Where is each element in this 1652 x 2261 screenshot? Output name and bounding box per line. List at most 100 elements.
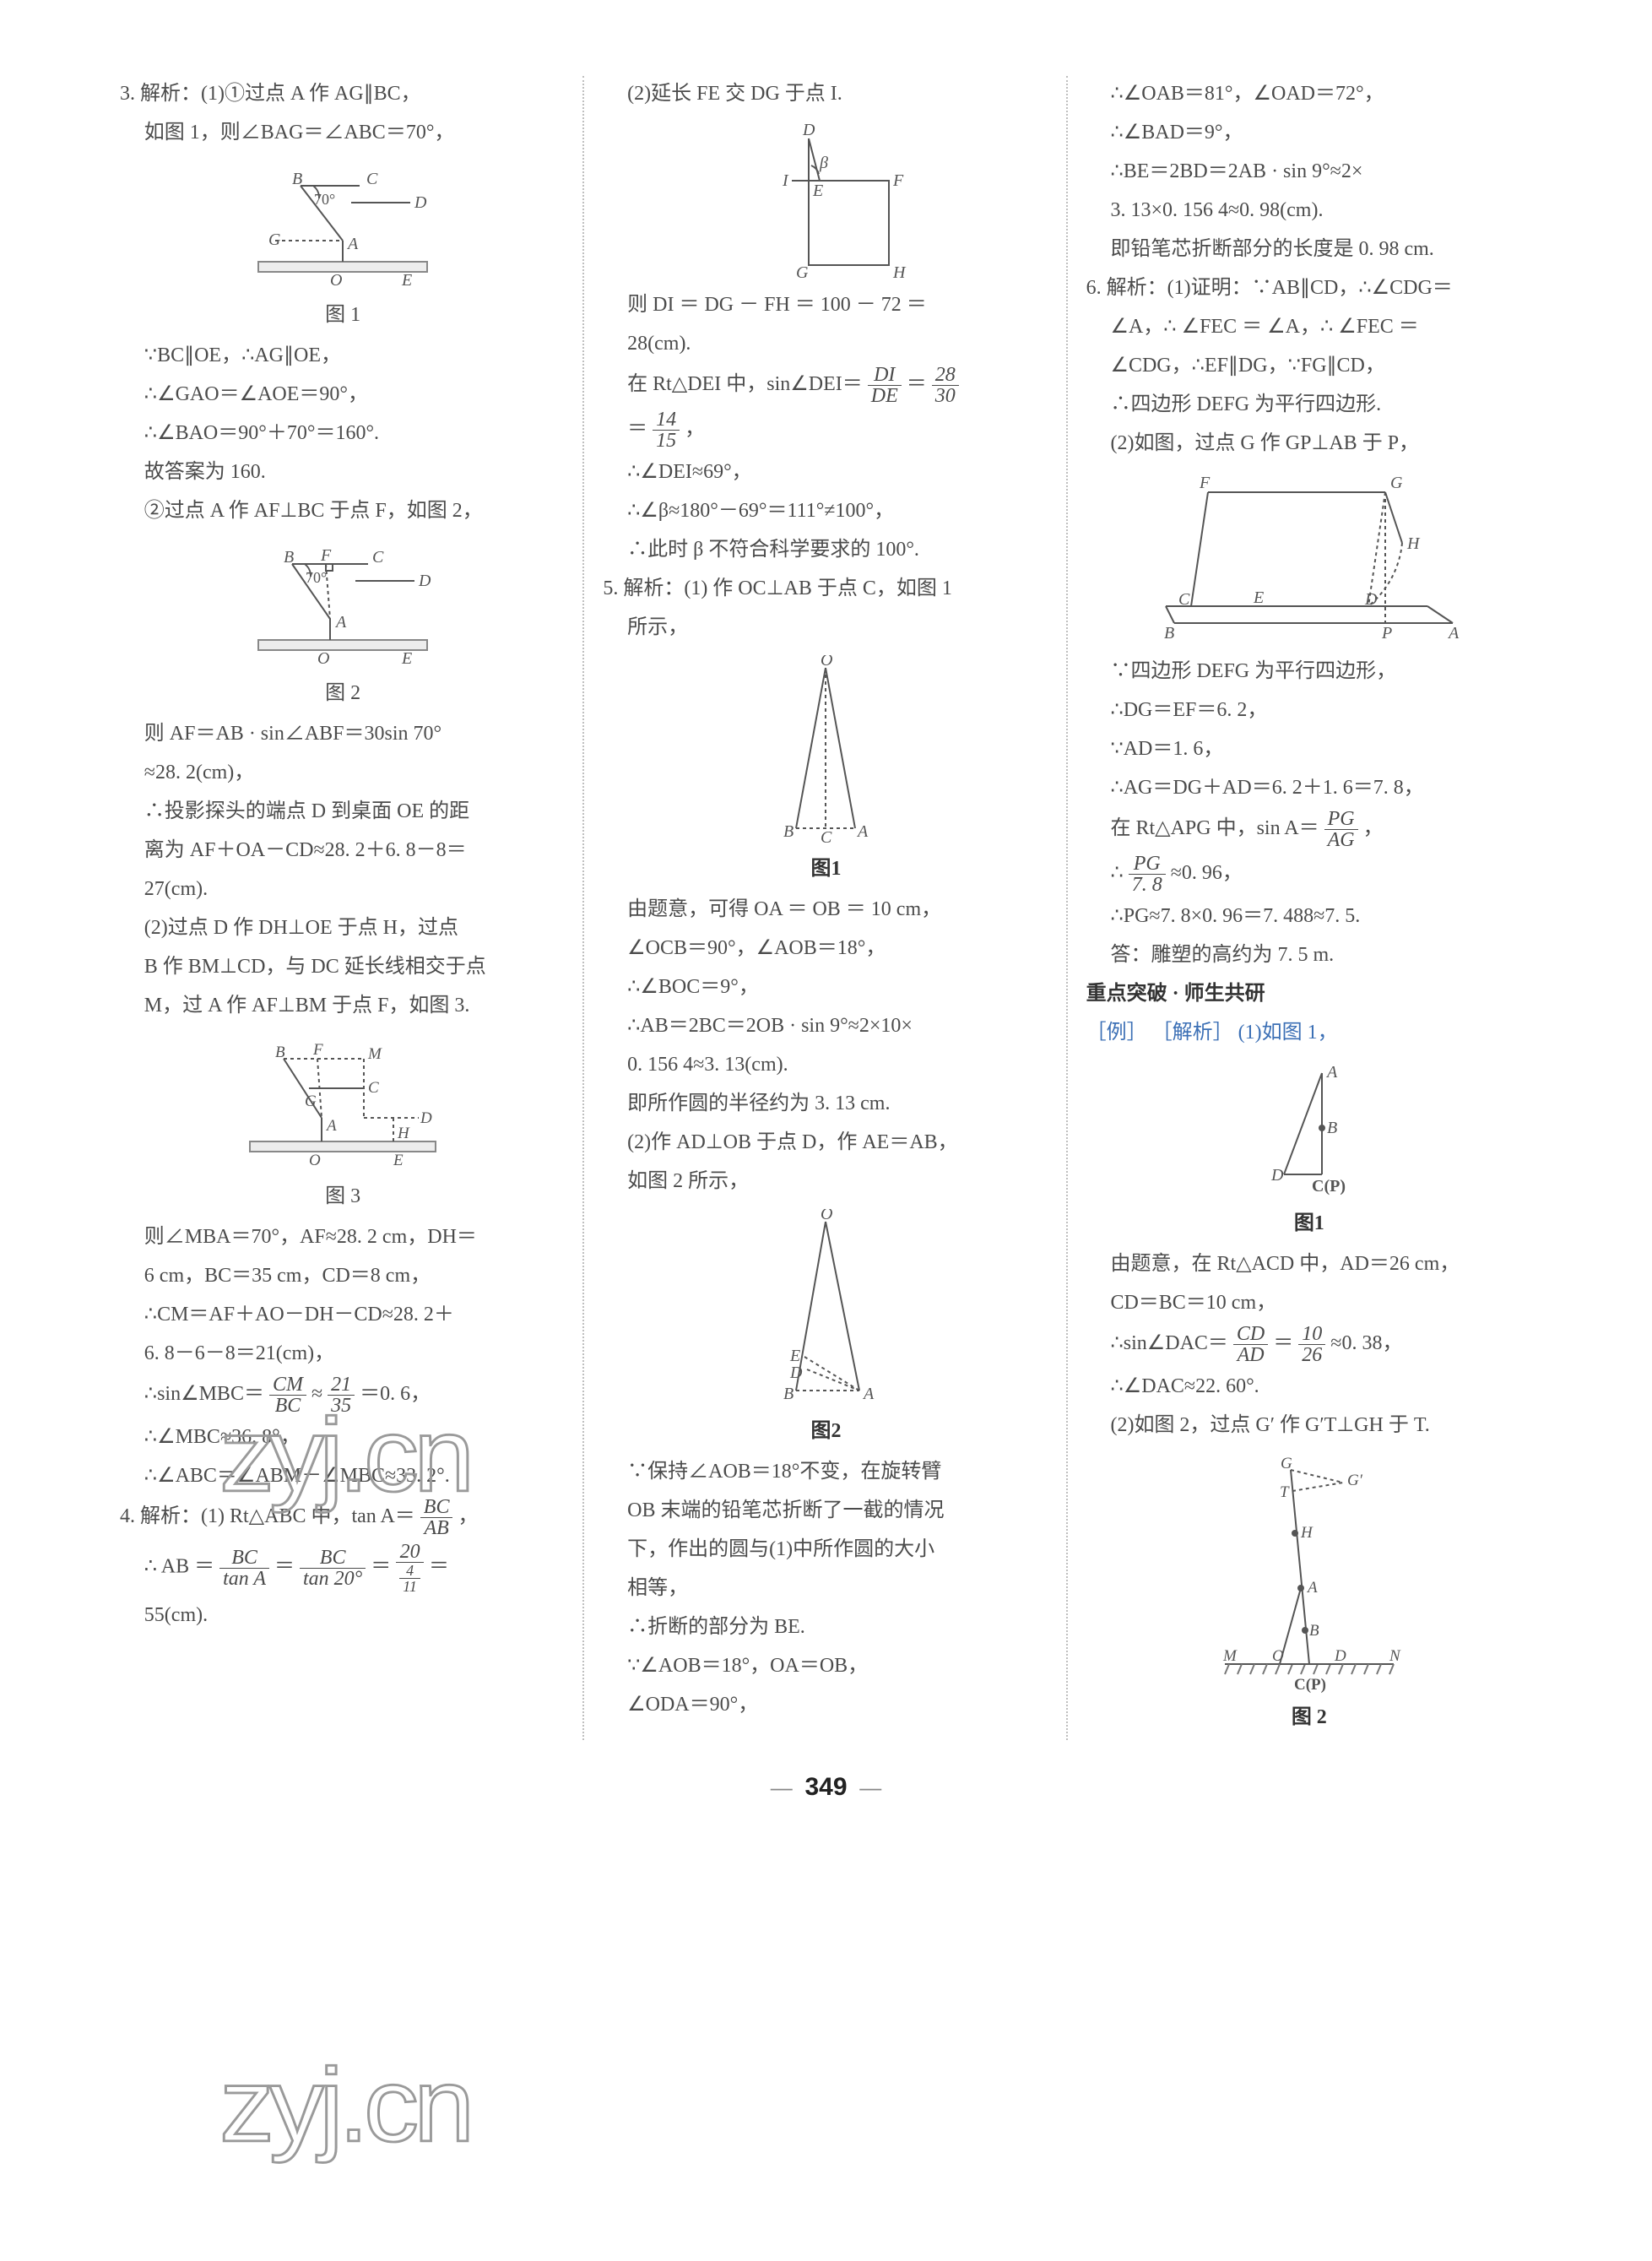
text: ∴sin∠MBC＝ [144, 1383, 264, 1405]
c2-line: 5. 解析：(1) 作 OC⊥AB 于点 C，如图 1 [603, 571, 1048, 606]
text: 则 DI ＝ DG － FH ＝ 100 － 72 ＝ [627, 294, 927, 316]
svg-text:F: F [312, 1041, 323, 1059]
svg-text:F: F [320, 546, 332, 565]
c3-line: 答：雕塑的高约为 7. 5 m. [1086, 937, 1532, 973]
text: ∴∠BAO＝90°＋70°＝160°. [144, 422, 379, 444]
svg-text:C: C [821, 828, 832, 847]
svg-text:B: B [275, 1044, 285, 1061]
svg-text:B: B [292, 170, 302, 188]
text: ≈0. 38， [1330, 1332, 1402, 1354]
text: ∴AB＝2BC＝2OB · sin 9°≈2×10× [627, 1015, 913, 1037]
svg-text:E: E [812, 182, 823, 200]
c1-line: 离为 AF＋OA－CD≈28. 2＋6. 8－8＝ [120, 832, 566, 868]
svg-text:C: C [1178, 590, 1190, 609]
c3-line: ∴ PG7. 8 ≈0. 96， [1086, 854, 1532, 895]
svg-text:M: M [1222, 1647, 1238, 1665]
text: 故答案为 160. [144, 461, 266, 483]
c2-line: 在 Rt△DEI 中，sin∠DEI＝ DIDE ＝ 2830 [603, 365, 1048, 406]
text: ∠CDG，∴EF∥DG，∵FG∥CD， [1110, 355, 1384, 377]
c2-line: ∴此时 β 不符合科学要求的 100°. [603, 532, 1048, 567]
svg-text:D: D [418, 572, 431, 590]
text: 则∠MBA＝70°，AF≈28. 2 cm，DH＝ [144, 1226, 477, 1248]
text: ∠OCB＝90°，∠AOB＝18°， [627, 937, 886, 959]
c1-fig2: BFC DA OE 70° 图 2 [120, 539, 566, 711]
text: 5. 解析：(1) 作 OC⊥AB 于点 C，如图 1 [603, 577, 952, 599]
c1-line: 27(cm). [120, 871, 566, 907]
svg-text:I: I [782, 171, 789, 190]
text: ∴CM＝AF＋AO－DH－CD≈28. 2＋ [144, 1304, 454, 1326]
text: ≈28. 2(cm)， [144, 762, 254, 783]
text: ∴BE＝2BD＝2AB · sin 9°≈2× [1110, 160, 1362, 182]
c2-line: 则 DI ＝ DG － FH ＝ 100 － 72 ＝ [603, 287, 1048, 323]
text: ＝ [907, 373, 927, 395]
c1-fig3: BFM CD GAH OE 图 3 [120, 1033, 566, 1214]
text: 在 Rt△APG 中，sin A＝ [1110, 817, 1319, 839]
svg-text:E: E [393, 1152, 404, 1169]
text: ≈ [311, 1383, 322, 1405]
svg-text:O: O [821, 655, 832, 670]
text: (2)延长 FE 交 DG 于点 I. [627, 83, 842, 105]
svg-text:G′: G′ [1347, 1472, 1363, 1489]
text: ， [1363, 817, 1384, 839]
c1-line: ∴ AB ＝ BCtan A ＝ BCtan 20° ＝ 20411 ＝ [120, 1542, 566, 1594]
svg-text:C(P): C(P) [1312, 1177, 1346, 1196]
frac: 2830 [932, 365, 959, 406]
text: 28(cm). [627, 333, 691, 355]
text: (2)如图，过点 G 作 GP⊥AB 于 P， [1110, 432, 1419, 454]
frac: DIDE [868, 365, 902, 406]
text: 27(cm). [144, 878, 208, 900]
frac: CDAD [1233, 1324, 1268, 1365]
frac: 1415 [653, 409, 680, 451]
c2-line: ∵保持∠AOB＝18°不变，在旋转臂 [603, 1454, 1048, 1489]
c3-line: ∴sin∠DAC＝ CDAD ＝ 1026 ≈0. 38， [1086, 1324, 1532, 1365]
svg-text:β: β [819, 154, 828, 172]
c1-line: ②过点 A 作 AF⊥BC 于点 F，如图 2， [120, 493, 566, 529]
c3-line: ∴∠OAB＝81°，∠OAD＝72°， [1086, 76, 1532, 111]
text: 重点突破 · 师生共研 [1086, 983, 1265, 1005]
c3-line: ∵四边形 DEFG 为平行四边形， [1086, 653, 1532, 689]
c2-fig2: O ED BA 图2 [603, 1209, 1048, 1449]
c1-line: (2)过点 D 作 DH⊥OE 于点 H，过点 [120, 910, 566, 946]
svg-text:70°: 70° [314, 191, 335, 208]
c3-line: ∴PG≈7. 8×0. 96＝7. 488≈7. 5. [1086, 898, 1532, 934]
text: 4. 解析：(1) Rt△ABC 中，tan A＝ [120, 1505, 415, 1527]
column-3: ∴∠OAB＝81°，∠OAD＝72°， ∴∠BAD＝9°， ∴BE＝2BD＝2A… [1068, 76, 1551, 1740]
text: ∴∠MBC≈36. 8°， [144, 1426, 301, 1448]
fig-caption: 图 2 [1086, 1700, 1532, 1735]
text: M，过 A 作 AF⊥BM 于点 F，如图 3. [144, 995, 470, 1017]
text: 6. 解析：(1)证明：∵AB∥CD，∴∠CDG＝ [1086, 277, 1453, 299]
c2-line: (2)作 AD⊥OB 于点 D，作 AE＝AB， [603, 1125, 1048, 1160]
text: ∵BC∥OE，∴AG∥OE， [144, 344, 341, 366]
svg-text:G: G [1281, 1455, 1292, 1472]
c1-line: 则 AF＝AB · sin∠ABF＝30sin 70° [120, 716, 566, 751]
text: ∴∠BAD＝9°， [1110, 122, 1243, 144]
svg-text:D: D [1364, 590, 1378, 609]
text: B 作 BM⊥CD，与 DC 延长线相交于点 [144, 956, 486, 978]
text: 6. 8－6－8＝21(cm)， [144, 1342, 334, 1364]
text: ∴∠β≈180°－69°＝111°≠100°， [627, 500, 894, 522]
c2-line: ∠ODA＝90°， [603, 1687, 1048, 1722]
svg-text:T: T [1280, 1483, 1290, 1501]
c1-line: 则∠MBA＝70°，AF≈28. 2 cm，DH＝ [120, 1219, 566, 1255]
c2-line: ∴∠β≈180°－69°＝111°≠100°， [603, 493, 1048, 529]
text: 即铅笔芯折断部分的长度是 0. 98 cm. [1110, 238, 1433, 260]
frac: PGAG [1324, 809, 1358, 850]
c1-fig1: BC D GA OE 70° 图 1 [120, 160, 566, 333]
text: 6 cm，BC＝35 cm，CD＝8 cm， [144, 1265, 431, 1287]
text: ∠ODA＝90°， [627, 1694, 758, 1716]
text: ∵AD＝1. 6， [1110, 738, 1223, 760]
text: (2)作 AD⊥OB 于点 D，作 AE＝AB， [627, 1131, 958, 1153]
svg-text:A: A [1325, 1063, 1338, 1082]
text: 0. 156 4≈3. 13(cm). [627, 1054, 788, 1076]
text: ＝ [274, 1556, 295, 1578]
svg-text:D: D [420, 1109, 432, 1127]
svg-text:F: F [1199, 474, 1211, 492]
c1-line: 3. 解析：(1)①过点 A 作 AG∥BC， [120, 76, 566, 111]
svg-text:E: E [1253, 588, 1264, 607]
c3-line: ∠A，∴ ∠FEC ＝ ∠A，∴ ∠FEC ＝ [1086, 309, 1532, 344]
text: (2)过点 D 作 DH⊥OE 于点 H，过点 [144, 917, 458, 939]
c1-line: ∴∠GAO＝∠AOE＝90°， [120, 377, 566, 412]
text: (2)如图 2，过点 G′ 作 G′T⊥GH 于 T. [1110, 1414, 1429, 1436]
fig-caption: 图2 [603, 1413, 1048, 1449]
svg-text:C(P): C(P) [1294, 1676, 1326, 1694]
